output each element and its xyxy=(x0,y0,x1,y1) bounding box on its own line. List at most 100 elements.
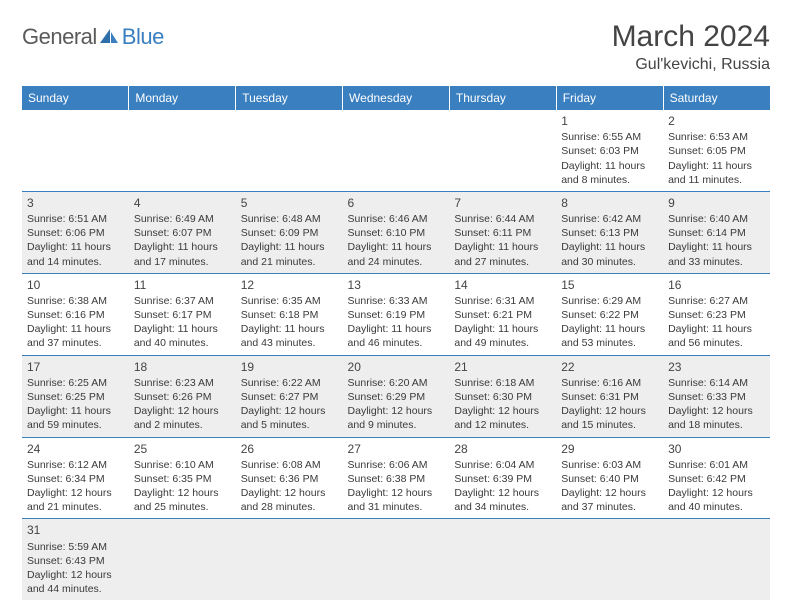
sunrise-label: Sunrise: 6:51 AM xyxy=(27,212,124,226)
sunset-label: Sunset: 6:16 PM xyxy=(27,308,124,322)
day-number: 1 xyxy=(561,113,658,129)
sunset-label: Sunset: 6:30 PM xyxy=(454,390,551,404)
calendar-cell: 9Sunrise: 6:40 AMSunset: 6:14 PMDaylight… xyxy=(663,191,770,273)
sunrise-label: Sunrise: 6:25 AM xyxy=(27,376,124,390)
weekday-header: Sunday xyxy=(22,86,129,110)
sunset-label: Sunset: 6:42 PM xyxy=(668,472,765,486)
sunset-label: Sunset: 6:27 PM xyxy=(241,390,338,404)
calendar-cell xyxy=(449,110,556,191)
sunrise-label: Sunrise: 6:10 AM xyxy=(134,458,231,472)
weekday-header: Monday xyxy=(129,86,236,110)
daylight-label: Daylight: 11 hours and 46 minutes. xyxy=(348,322,445,350)
calendar-cell: 8Sunrise: 6:42 AMSunset: 6:13 PMDaylight… xyxy=(556,191,663,273)
daylight-label: Daylight: 12 hours and 31 minutes. xyxy=(348,486,445,514)
sunset-label: Sunset: 6:31 PM xyxy=(561,390,658,404)
sunrise-label: Sunrise: 6:29 AM xyxy=(561,294,658,308)
calendar-cell xyxy=(129,519,236,600)
calendar-cell: 25Sunrise: 6:10 AMSunset: 6:35 PMDayligh… xyxy=(129,437,236,519)
sunset-label: Sunset: 6:36 PM xyxy=(241,472,338,486)
daylight-label: Daylight: 11 hours and 27 minutes. xyxy=(454,240,551,268)
calendar-cell xyxy=(343,110,450,191)
day-number: 15 xyxy=(561,277,658,293)
calendar-cell xyxy=(343,519,450,600)
calendar-cell: 5Sunrise: 6:48 AMSunset: 6:09 PMDaylight… xyxy=(236,191,343,273)
daylight-label: Daylight: 11 hours and 11 minutes. xyxy=(668,159,765,187)
calendar-cell: 20Sunrise: 6:20 AMSunset: 6:29 PMDayligh… xyxy=(343,355,450,437)
sunrise-label: Sunrise: 6:48 AM xyxy=(241,212,338,226)
daylight-label: Daylight: 11 hours and 53 minutes. xyxy=(561,322,658,350)
weekday-header-row: Sunday Monday Tuesday Wednesday Thursday… xyxy=(22,86,770,110)
page-title: March 2024 xyxy=(612,20,770,54)
day-number: 23 xyxy=(668,359,765,375)
day-number: 24 xyxy=(27,441,124,457)
sunrise-label: Sunrise: 6:18 AM xyxy=(454,376,551,390)
calendar-cell: 22Sunrise: 6:16 AMSunset: 6:31 PMDayligh… xyxy=(556,355,663,437)
daylight-label: Daylight: 12 hours and 15 minutes. xyxy=(561,404,658,432)
calendar-cell xyxy=(236,519,343,600)
day-number: 6 xyxy=(348,195,445,211)
sunset-label: Sunset: 6:35 PM xyxy=(134,472,231,486)
calendar-row: 24Sunrise: 6:12 AMSunset: 6:34 PM Dayligh… xyxy=(22,437,770,519)
header: General Blue March 2024 Gul'kevichi, Rus… xyxy=(22,20,770,74)
day-number: 4 xyxy=(134,195,231,211)
calendar-row: 31Sunrise: 5:59 AMSunset: 6:43 PMDayligh… xyxy=(22,519,770,600)
calendar-cell: 17Sunrise: 6:25 AMSunset: 6:25 PMDayligh… xyxy=(22,355,129,437)
daylight-label: Daylight: 12 hours and 40 minutes. xyxy=(668,486,765,514)
calendar-cell: 4Sunrise: 6:49 AMSunset: 6:07 PMDaylight… xyxy=(129,191,236,273)
sunset-label: Sunset: 6:34 PM xyxy=(27,472,124,486)
sunrise-label: Sunrise: 6:44 AM xyxy=(454,212,551,226)
daylight-label: Daylight: 11 hours and 49 minutes. xyxy=(454,322,551,350)
sunset-label: Sunset: 6:39 PM xyxy=(454,472,551,486)
sunset-label: Sunset: 6:07 PM xyxy=(134,226,231,240)
logo-text-general: General xyxy=(22,24,97,50)
daylight-label: Daylight: 11 hours and 14 minutes. xyxy=(27,240,124,268)
day-number: 25 xyxy=(134,441,231,457)
sunset-label: Sunset: 6:06 PM xyxy=(27,226,124,240)
calendar-cell xyxy=(663,519,770,600)
daylight-label: Daylight: 12 hours and 28 minutes. xyxy=(241,486,338,514)
sunrise-label: Sunrise: 6:40 AM xyxy=(668,212,765,226)
daylight-label: Daylight: 12 hours and 44 minutes. xyxy=(27,568,124,596)
calendar-cell: 29Sunrise: 6:03 AMSunset: 6:40 PMDayligh… xyxy=(556,437,663,519)
calendar-cell: 1Sunrise: 6:55 AMSunset: 6:03 PMDaylight… xyxy=(556,110,663,191)
sunrise-label: Sunrise: 6:04 AM xyxy=(454,458,551,472)
day-number: 13 xyxy=(348,277,445,293)
day-number: 17 xyxy=(27,359,124,375)
daylight-label: Daylight: 11 hours and 30 minutes. xyxy=(561,240,658,268)
calendar-cell: 19Sunrise: 6:22 AMSunset: 6:27 PMDayligh… xyxy=(236,355,343,437)
sunrise-label: Sunrise: 6:42 AM xyxy=(561,212,658,226)
daylight-label: Daylight: 11 hours and 17 minutes. xyxy=(134,240,231,268)
calendar-cell: 3Sunrise: 6:51 AMSunset: 6:06 PMDaylight… xyxy=(22,191,129,273)
sunrise-label: Sunrise: 6:55 AM xyxy=(561,130,658,144)
sunrise-label: Sunrise: 6:27 AM xyxy=(668,294,765,308)
sunset-label: Sunset: 6:10 PM xyxy=(348,226,445,240)
calendar-cell: 2Sunrise: 6:53 AMSunset: 6:05 PMDaylight… xyxy=(663,110,770,191)
calendar-cell xyxy=(236,110,343,191)
calendar-cell: 23Sunrise: 6:14 AMSunset: 6:33 PMDayligh… xyxy=(663,355,770,437)
day-number: 29 xyxy=(561,441,658,457)
daylight-label: Daylight: 12 hours and 2 minutes. xyxy=(134,404,231,432)
day-number: 18 xyxy=(134,359,231,375)
sunset-label: Sunset: 6:25 PM xyxy=(27,390,124,404)
calendar-cell: 26Sunrise: 6:08 AMSunset: 6:36 PMDayligh… xyxy=(236,437,343,519)
day-number: 31 xyxy=(27,522,124,538)
calendar-row: 10Sunrise: 6:38 AMSunset: 6:16 PMDayligh… xyxy=(22,273,770,355)
calendar-cell xyxy=(556,519,663,600)
day-number: 20 xyxy=(348,359,445,375)
day-number: 16 xyxy=(668,277,765,293)
sunrise-label: Sunrise: 6:53 AM xyxy=(668,130,765,144)
sunset-label: Sunset: 6:03 PM xyxy=(561,144,658,158)
sunrise-label: Sunrise: 6:33 AM xyxy=(348,294,445,308)
sunrise-label: Sunrise: 6:37 AM xyxy=(134,294,231,308)
sunrise-label: Sunrise: 6:35 AM xyxy=(241,294,338,308)
day-number: 2 xyxy=(668,113,765,129)
location-label: Gul'kevichi, Russia xyxy=(612,56,770,74)
daylight-label: Daylight: 12 hours and 18 minutes. xyxy=(668,404,765,432)
calendar-cell: 24Sunrise: 6:12 AMSunset: 6:34 PMDayligh… xyxy=(22,437,129,519)
sunset-label: Sunset: 6:17 PM xyxy=(134,308,231,322)
sunset-label: Sunset: 6:22 PM xyxy=(561,308,658,322)
sunrise-label: Sunrise: 6:12 AM xyxy=(27,458,124,472)
sunset-label: Sunset: 6:29 PM xyxy=(348,390,445,404)
day-number: 28 xyxy=(454,441,551,457)
calendar-cell: 10Sunrise: 6:38 AMSunset: 6:16 PMDayligh… xyxy=(22,273,129,355)
